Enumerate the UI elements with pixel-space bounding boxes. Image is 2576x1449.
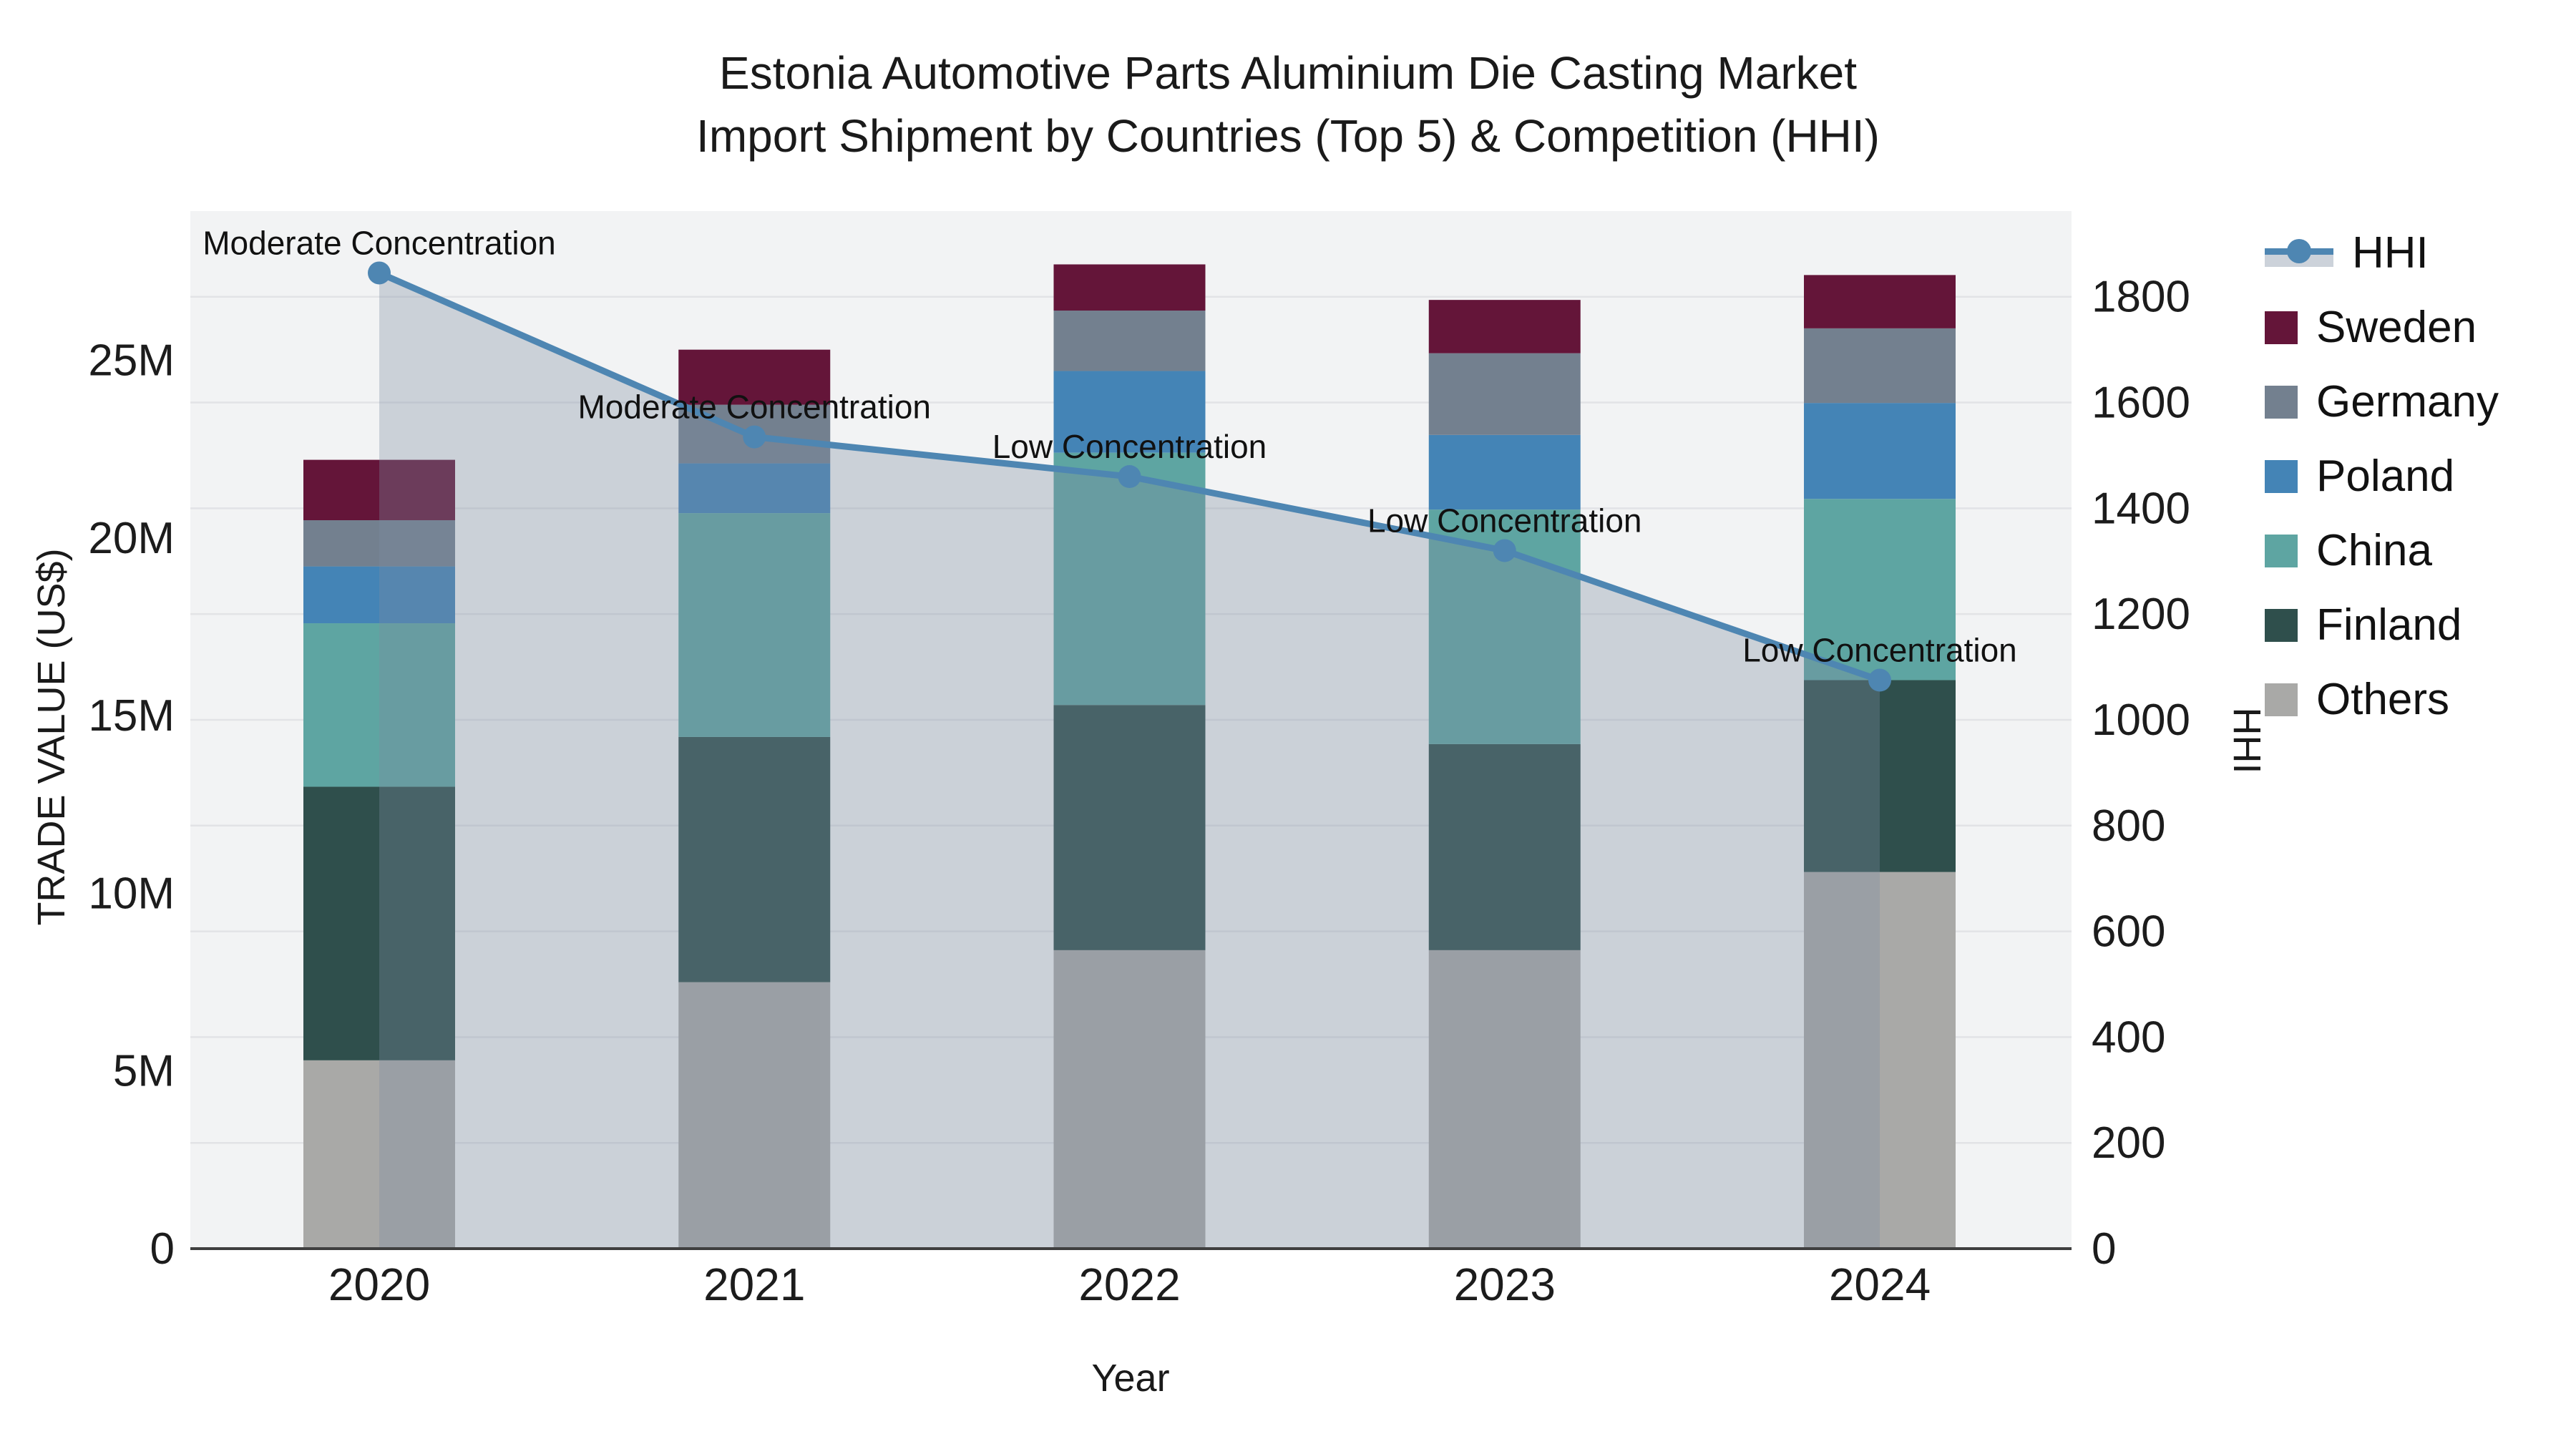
hhi-marker-2024[interactable]: [1868, 668, 1891, 692]
bar-segment-sweden-2023[interactable]: [1428, 300, 1581, 353]
bar-segment-others-2022[interactable]: [1053, 950, 1206, 1249]
bar-segment-finland-2021[interactable]: [678, 736, 831, 982]
y-right-tick-label: 1600: [2092, 379, 2190, 428]
bar-segment-poland-2020[interactable]: [303, 566, 455, 624]
legend-swatch-icon: [2265, 534, 2298, 567]
hhi-marker-2021[interactable]: [743, 425, 766, 449]
y-right-tick-label: 800: [2092, 801, 2165, 851]
x-tick-label-2024: 2024: [1829, 1259, 1931, 1310]
bar-segment-finland-2024[interactable]: [1804, 680, 1956, 872]
bar-segment-poland-2024[interactable]: [1804, 403, 1956, 499]
hhi-marker-2020[interactable]: [368, 261, 391, 285]
chart-title-line1: Estonia Automotive Parts Aluminium Die C…: [719, 47, 1857, 99]
legend-swatch-icon: [2265, 385, 2298, 419]
bar-segment-germany-2023[interactable]: [1428, 353, 1581, 435]
legend-item-china[interactable]: China: [2265, 525, 2499, 576]
y-left-tick-label: 20M: [88, 514, 175, 563]
y-right-tick-label: 1800: [2092, 273, 2190, 322]
bar-segment-others-2021[interactable]: [678, 982, 831, 1249]
bar-segment-poland-2022[interactable]: [1053, 371, 1206, 453]
chart-title: Estonia Automotive Parts Aluminium Die C…: [0, 42, 2576, 168]
legend-label: China: [2316, 526, 2432, 575]
y-right-tick-label: 1200: [2092, 590, 2190, 639]
y-right-tick-label: 400: [2092, 1013, 2165, 1062]
legend: HHI Sweden Germany Poland China Finland Others: [2265, 228, 2499, 725]
chart-title-line2: Import Shipment by Countries (Top 5) & C…: [696, 110, 1880, 162]
bar-segment-germany-2022[interactable]: [1053, 311, 1206, 371]
y-right-tick-label: 600: [2092, 907, 2165, 957]
bar-segment-finland-2023[interactable]: [1428, 743, 1581, 950]
bar-segment-china-2022[interactable]: [1053, 452, 1206, 706]
hhi-marker-2023[interactable]: [1493, 539, 1516, 562]
legend-hhi-dot: [2287, 238, 2311, 263]
bar-segment-china-2021[interactable]: [678, 513, 831, 737]
legend-item-sweden[interactable]: Sweden: [2265, 302, 2499, 353]
annotation-2020: Moderate Concentration: [203, 224, 556, 261]
legend-swatch-icon: [2265, 608, 2298, 642]
legend-label: Sweden: [2316, 303, 2477, 352]
y-left-axis-title: TRADE VALUE (US$): [30, 548, 73, 926]
legend-swatch-icon: [2265, 311, 2298, 344]
legend-label: Poland: [2316, 452, 2455, 501]
hhi-marker-2022[interactable]: [1118, 464, 1141, 488]
bar-segment-sweden-2022[interactable]: [1053, 264, 1206, 311]
y-left-tick-label: 10M: [88, 869, 175, 918]
y-left-tick-label: 5M: [113, 1047, 175, 1096]
legend-swatch-icon: [2265, 683, 2298, 716]
y-left-tick-label: 25M: [88, 336, 175, 386]
x-axis-title: Year: [1091, 1357, 1170, 1400]
y-right-tick-label: 1400: [2092, 484, 2190, 533]
legend-item-others[interactable]: Others: [2265, 674, 2499, 725]
bar-segment-germany-2020[interactable]: [303, 520, 455, 567]
legend-item-finland[interactable]: Finland: [2265, 600, 2499, 650]
y-left-tick-label: 15M: [88, 691, 175, 741]
bar-segment-finland-2020[interactable]: [303, 786, 455, 1060]
y-right-tick-label: 0: [2092, 1224, 2116, 1274]
annotation-2024: Low Concentration: [1742, 632, 2017, 669]
bar-segment-sweden-2024[interactable]: [1804, 275, 1956, 328]
legend-label: Others: [2316, 675, 2450, 724]
bar-segment-others-2023[interactable]: [1428, 950, 1581, 1249]
x-tick-label-2022: 2022: [1078, 1259, 1180, 1310]
bar-segment-sweden-2021[interactable]: [678, 349, 831, 405]
legend-label: HHI: [2352, 228, 2429, 278]
legend-label: Finland: [2316, 600, 2462, 650]
bar-segment-finland-2022[interactable]: [1053, 705, 1206, 950]
y-right-tick-label: 200: [2092, 1118, 2165, 1168]
legend-swatch-icon: [2265, 459, 2298, 493]
bar-segment-others-2024[interactable]: [1804, 872, 1956, 1249]
hhi-area-fill: [379, 273, 1880, 1249]
x-tick-label-2021: 2021: [703, 1259, 805, 1310]
bar-segment-poland-2023[interactable]: [1428, 434, 1581, 510]
annotation-2023: Low Concentration: [1367, 502, 1642, 539]
y-right-axis-title: HHI: [2225, 707, 2268, 774]
x-tick-label-2023: 2023: [1454, 1259, 1556, 1310]
x-tick-label-2020: 2020: [328, 1259, 430, 1310]
legend-item-poland[interactable]: Poland: [2265, 451, 2499, 502]
bar-segment-others-2020[interactable]: [303, 1060, 455, 1249]
bar-segment-china-2020[interactable]: [303, 623, 455, 787]
annotation-2021: Moderate Concentration: [577, 389, 931, 426]
bar-segment-china-2024[interactable]: [1804, 499, 1956, 680]
legend-item-hhi[interactable]: HHI: [2265, 228, 2499, 278]
annotation-2022: Low Concentration: [992, 428, 1267, 465]
legend-hhi-line-sample-icon: [2265, 237, 2333, 270]
bar-segment-sweden-2020[interactable]: [303, 459, 455, 521]
bar-segment-poland-2021[interactable]: [678, 463, 831, 514]
bar-segment-germany-2024[interactable]: [1804, 328, 1956, 404]
y-left-tick-label: 0: [150, 1224, 175, 1274]
legend-label: Germany: [2316, 377, 2499, 426]
legend-item-germany[interactable]: Germany: [2265, 376, 2499, 427]
y-right-tick-label: 1000: [2092, 696, 2190, 745]
